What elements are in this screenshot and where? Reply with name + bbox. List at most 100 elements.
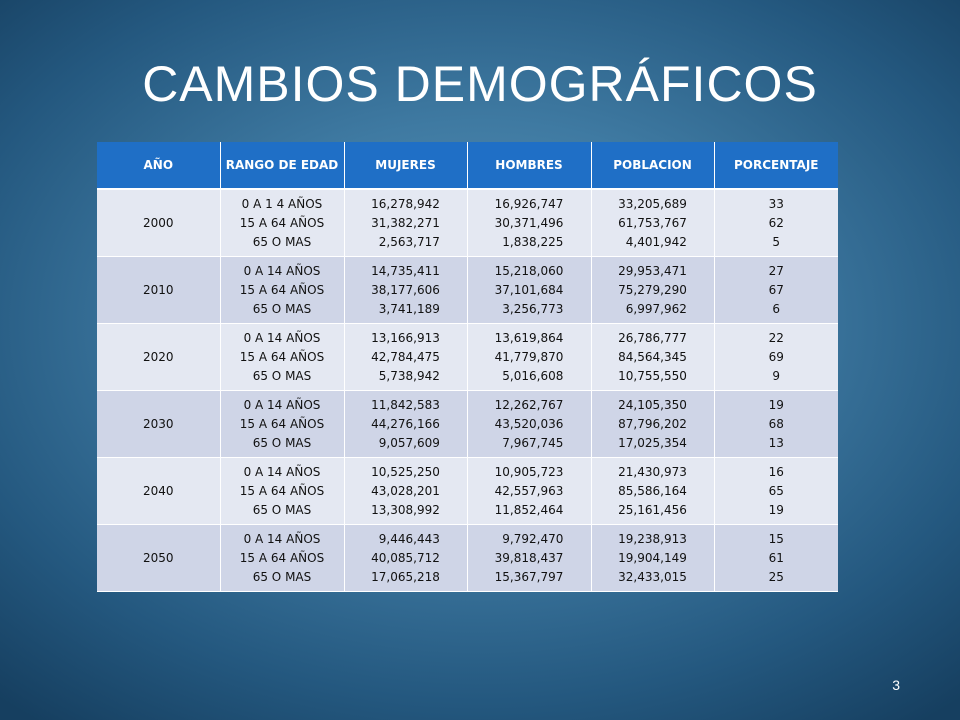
mujeres-cell-line: 40,085,712 [371, 550, 440, 565]
hombres-cell-line: 16,926,747 [494, 196, 564, 211]
rango-edad-cell-line: 0 A 14 AÑOS [243, 397, 321, 412]
poblacion-cell-line: 25,161,456 [618, 502, 687, 517]
porcentaje-cell-line: 19 [768, 397, 784, 412]
poblacion-cell-line: 10,755,550 [618, 368, 687, 383]
hombres-cell-line: 30,371,496 [494, 215, 564, 230]
header-ano: AÑO [97, 142, 221, 190]
header-mujeres: MUJERES [344, 142, 468, 190]
rango-edad-cell-line: 15 A 64 AÑOS [239, 282, 325, 297]
mujeres-cell-line: 38,177,606 [371, 282, 440, 297]
poblacion-cell-line: 24,105,350 [618, 397, 687, 412]
rango-edad-cell-line: 0 A 1 4 AÑOS [241, 196, 323, 211]
rango-edad-cell-line: 65 O MAS [252, 234, 312, 249]
porcentaje-cell-line: 22 [768, 330, 784, 345]
demographics-table: AÑO RANGO DE EDAD MUJERES HOMBRES POBLAC… [97, 142, 838, 592]
mujeres-cell-line: 13,166,913 [371, 330, 440, 345]
table-row: 2040 0 A 14 AÑOS 15 A 64 AÑOS 65 O MAS 10,52… [97, 457, 838, 525]
hombres-cell-line: 11,852,464 [494, 502, 564, 517]
rango-edad-cell-line: 0 A 14 AÑOS [243, 464, 321, 479]
mujeres-cell-line: 44,276,166 [371, 416, 440, 431]
page-title: CAMBIOS DEMOGRÁFICOS [142, 56, 818, 112]
slide-number: 3 [892, 677, 900, 693]
porcentaje-cell-line: 13 [768, 435, 784, 450]
porcentaje-cell: 15 61 25 [714, 524, 838, 592]
header-poblacion: POBLACION [591, 142, 715, 190]
poblacion-cell-line: 19,904,149 [618, 550, 687, 565]
year-cell: 2010 [97, 256, 221, 324]
header-porcentaje: PORCENTAJE [714, 142, 838, 190]
hombres-cell: 16,926,747 30,371,496 1,838,225 [467, 189, 592, 257]
hombres-cell-line: 12,262,767 [494, 397, 564, 412]
hombres-cell-line: 15,367,797 [494, 569, 564, 584]
mujeres-cell-line: 10,525,250 [371, 464, 440, 479]
mujeres-cell: 13,166,913 42,784,475 5,738,942 [344, 323, 468, 391]
rango-edad-cell-line: 15 A 64 AÑOS [239, 483, 325, 498]
table-header-row: AÑO RANGO DE EDAD MUJERES HOMBRES POBLAC… [97, 142, 838, 190]
poblacion-cell-line: 85,586,164 [618, 483, 687, 498]
rango-edad-cell: 0 A 14 AÑOS 15 A 64 AÑOS 65 O MAS [220, 323, 345, 391]
porcentaje-cell-line: 68 [768, 416, 784, 431]
mujeres-cell-line: 16,278,942 [371, 196, 440, 211]
porcentaje-cell-line: 19 [768, 502, 784, 517]
rango-edad-cell-line: 15 A 64 AÑOS [239, 215, 325, 230]
header-hombres: HOMBRES [467, 142, 592, 190]
hombres-cell-line: 42,557,963 [494, 483, 564, 498]
rango-edad-cell: 0 A 14 AÑOS 15 A 64 AÑOS 65 O MAS [220, 390, 345, 458]
porcentaje-cell: 22 69 9 [714, 323, 838, 391]
porcentaje-cell-line: 5 [772, 234, 781, 249]
rango-edad-cell-line: 65 O MAS [252, 435, 312, 450]
hombres-cell-line: 43,520,036 [494, 416, 564, 431]
poblacion-cell: 19,238,913 19,904,149 32,433,015 [591, 524, 715, 592]
hombres-cell: 12,262,767 43,520,036 7,967,745 [467, 390, 592, 458]
porcentaje-cell-line: 15 [768, 531, 784, 546]
table-row: 2050 0 A 14 AÑOS 15 A 64 AÑOS 65 O MAS 9,446… [97, 524, 838, 592]
mujeres-cell: 9,446,443 40,085,712 17,065,218 [344, 524, 468, 592]
poblacion-cell-line: 32,433,015 [618, 569, 687, 584]
rango-edad-cell-line: 0 A 14 AÑOS [243, 531, 321, 546]
porcentaje-cell-line: 25 [768, 569, 784, 584]
mujeres-cell-line: 43,028,201 [371, 483, 440, 498]
poblacion-cell: 33,205,689 61,753,767 4,401,942 [591, 189, 715, 257]
poblacion-cell-line: 75,279,290 [618, 282, 687, 297]
porcentaje-cell-line: 9 [772, 368, 781, 383]
porcentaje-cell-line: 16 [768, 464, 784, 479]
year-cell: 2000 [97, 189, 221, 257]
poblacion-cell-line: 19,238,913 [618, 531, 687, 546]
hombres-cell-line: 39,818,437 [494, 550, 564, 565]
rango-edad-cell-line: 65 O MAS [252, 502, 312, 517]
mujeres-cell-line: 3,741,189 [378, 301, 440, 316]
hombres-cell-line: 9,792,470 [502, 531, 564, 546]
mujeres-cell: 14,735,411 38,177,606 3,741,189 [344, 256, 468, 324]
year-cell: 2020 [97, 323, 221, 391]
rango-edad-cell-line: 65 O MAS [252, 368, 312, 383]
mujeres-cell-line: 31,382,271 [371, 215, 440, 230]
hombres-cell: 15,218,060 37,101,684 3,256,773 [467, 256, 592, 324]
mujeres-cell: 11,842,583 44,276,166 9,057,609 [344, 390, 468, 458]
porcentaje-cell-line: 69 [768, 349, 784, 364]
hombres-cell-line: 10,905,723 [494, 464, 564, 479]
rango-edad-cell-line: 15 A 64 AÑOS [239, 416, 325, 431]
hombres-cell-line: 13,619,864 [494, 330, 564, 345]
rango-edad-cell: 0 A 14 AÑOS 15 A 64 AÑOS 65 O MAS [220, 524, 345, 592]
porcentaje-cell-line: 33 [768, 196, 784, 211]
hombres-cell: 9,792,470 39,818,437 15,367,797 [467, 524, 592, 592]
hombres-cell: 13,619,864 41,779,870 5,016,608 [467, 323, 592, 391]
porcentaje-cell-line: 65 [768, 483, 784, 498]
poblacion-cell-line: 26,786,777 [618, 330, 687, 345]
mujeres-cell: 16,278,942 31,382,271 2,563,717 [344, 189, 468, 257]
poblacion-cell-line: 4,401,942 [625, 234, 687, 249]
poblacion-cell-line: 6,997,962 [625, 301, 687, 316]
porcentaje-cell: 16 65 19 [714, 457, 838, 525]
hombres-cell-line: 41,779,870 [494, 349, 564, 364]
hombres-cell-line: 5,016,608 [502, 368, 564, 383]
mujeres-cell-line: 14,735,411 [371, 263, 440, 278]
rango-edad-cell: 0 A 14 AÑOS 15 A 64 AÑOS 65 O MAS [220, 457, 345, 525]
porcentaje-cell-line: 6 [772, 301, 781, 316]
rango-edad-cell-line: 0 A 14 AÑOS [243, 263, 321, 278]
header-rango-edad: RANGO DE EDAD [220, 142, 345, 190]
rango-edad-cell: 0 A 14 AÑOS 15 A 64 AÑOS 65 O MAS [220, 256, 345, 324]
hombres-cell-line: 37,101,684 [494, 282, 564, 297]
mujeres-cell-line: 2,563,717 [378, 234, 440, 249]
mujeres-cell-line: 11,842,583 [371, 397, 440, 412]
porcentaje-cell: 19 68 13 [714, 390, 838, 458]
